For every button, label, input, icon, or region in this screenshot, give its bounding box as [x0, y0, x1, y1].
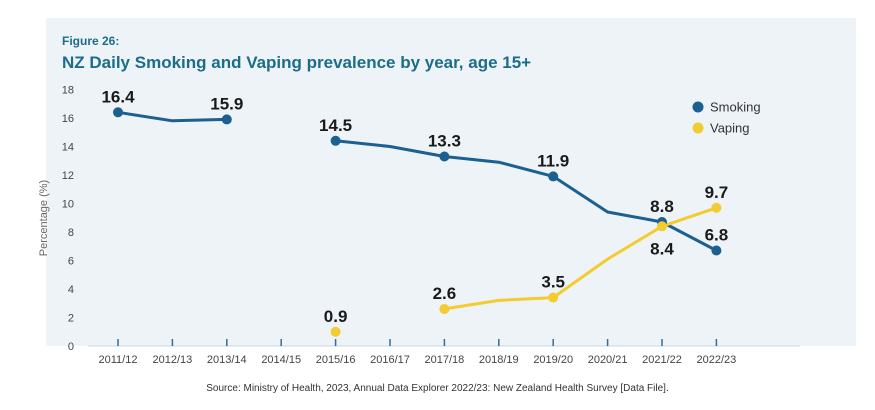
y-tick-label: 12: [62, 170, 74, 182]
y-tick-label: 6: [68, 256, 74, 268]
source-note: Source: Ministry of Health, 2023, Annual…: [206, 383, 669, 394]
smoking-point: [221, 114, 232, 125]
x-tick-label: 2019/20: [533, 354, 573, 366]
vaping-point: [711, 202, 722, 213]
vaping-point: [548, 292, 559, 303]
x-tick-label: 2012/13: [153, 354, 193, 366]
y-tick-label: 18: [62, 85, 74, 97]
vaping-point: [657, 221, 667, 232]
smoking-line: [116, 110, 718, 252]
x-tick-label: 2016/17: [370, 354, 410, 366]
y-tick-label: 8: [68, 227, 74, 239]
x-tick-label: 2021/22: [642, 354, 682, 366]
vaping-data-label: 2.6: [433, 284, 457, 303]
vaping-data-label: 0.9: [324, 307, 348, 326]
y-tick-label: 16: [62, 113, 74, 125]
y-tick-label: 2: [68, 313, 74, 325]
smoking-data-label: 11.9: [537, 151, 569, 170]
y-axis-label: Percentage (%): [38, 180, 50, 256]
smoking-data-label: 15.9: [210, 94, 243, 113]
smoking-point: [548, 171, 559, 182]
x-tick-label: 2014/15: [261, 354, 301, 366]
y-tick-label: 4: [68, 284, 74, 296]
y-tick-label: 0: [68, 341, 74, 353]
smoking-data-label: 13.3: [428, 131, 461, 150]
smoking-point: [439, 151, 450, 162]
x-tick-label: 2017/18: [425, 354, 465, 366]
vaping-line: [442, 206, 718, 311]
vaping-point: [330, 326, 341, 337]
x-tick-label: 2013/14: [207, 354, 247, 366]
smoking-legend-label: Smoking: [710, 100, 761, 115]
x-tick-label: 2015/16: [316, 354, 356, 366]
smoking-legend-marker: [692, 101, 704, 113]
x-tick-label: 2022/23: [697, 354, 737, 366]
chart-panel: [46, 18, 856, 346]
vaping-point: [439, 303, 450, 314]
vaping-data-label: 9.7: [705, 183, 729, 202]
smoking-point: [113, 107, 123, 118]
vaping-legend-marker: [692, 122, 704, 134]
vaping-data-label: 3.5: [541, 273, 565, 292]
smoking-data-label: 16.4: [101, 87, 135, 106]
x-tick-label: 2020/21: [588, 354, 628, 366]
smoking-data-label: 8.8: [650, 197, 674, 216]
smoking-data-label: 14.5: [319, 116, 352, 135]
vaping-data-label: 8.4: [650, 239, 674, 258]
vaping-legend-label: Vaping: [710, 121, 750, 136]
smoking-point: [711, 245, 722, 256]
smoking-data-label: 6.8: [705, 226, 729, 245]
figure-label: Figure 26:: [62, 34, 120, 48]
chart-title: NZ Daily Smoking and Vaping prevalence b…: [62, 53, 532, 72]
x-tick-label: 2018/19: [479, 354, 519, 366]
smoking-point: [330, 135, 341, 146]
x-tick-label: 2011/12: [99, 354, 138, 366]
y-tick-label: 10: [62, 199, 74, 211]
y-tick-label: 14: [62, 142, 74, 154]
